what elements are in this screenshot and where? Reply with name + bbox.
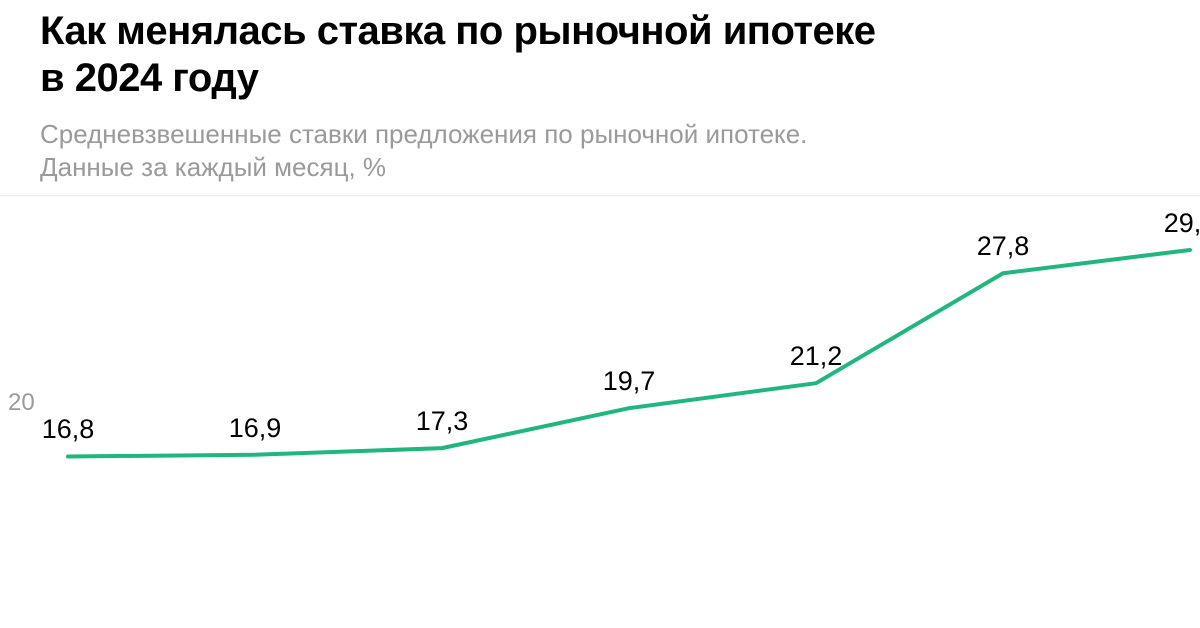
data-point-label: 16,8 xyxy=(42,414,95,445)
line-chart: 2016,8 16,9 17,3 19,7 21,2 27,8 29,2 xyxy=(0,195,1200,628)
chart-subtitle: Средневзвешенные ставки предложения по р… xyxy=(40,118,807,183)
data-point-label: 17,3 xyxy=(416,406,469,437)
chart-title: Как менялась ставка по рыночной ипотеке … xyxy=(40,8,875,102)
data-point-label: 27,8 xyxy=(977,231,1030,262)
data-point-label: 21,2 xyxy=(790,341,843,372)
data-point-label: 29,2 xyxy=(1164,208,1200,239)
y-tick-label: 20 xyxy=(8,389,35,417)
data-point-label: 19,7 xyxy=(603,366,656,397)
chart-container: Как менялась ставка по рыночной ипотеке … xyxy=(0,0,1200,628)
data-point-label: 16,9 xyxy=(229,413,282,444)
